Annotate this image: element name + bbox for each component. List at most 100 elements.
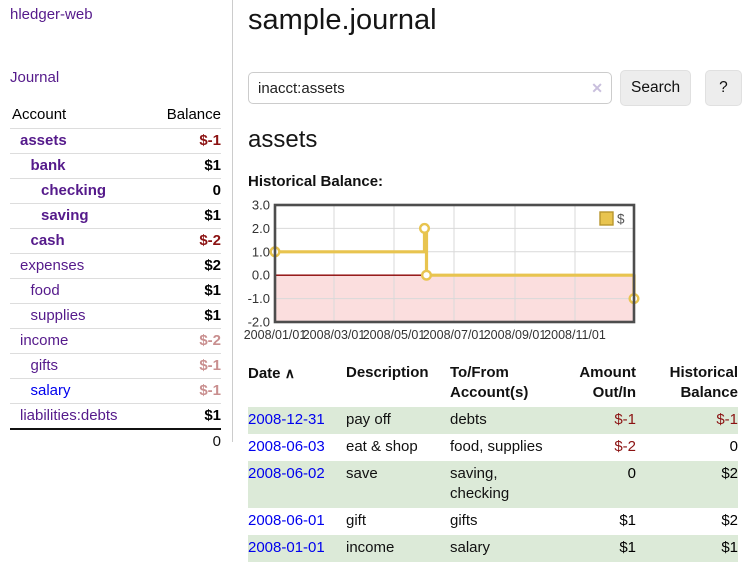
register-table: Date ∧ Description To/From Account(s) Am… [248,361,738,562]
legend-label: $ [617,212,625,227]
account-row: checking 0 [10,178,221,203]
transaction-date-link[interactable]: 2008-06-03 [248,438,325,455]
historical-balance-chart: $3.0 2.0 1.0 0.0 -1.0 -2.0 2008/01/01 2008/03/0… [244,198,646,351]
transaction-amount: $1 [619,539,636,556]
y-tick-label: 3.0 [252,198,270,213]
x-tick-label: 2008/07/01 [423,328,486,342]
account-link[interactable]: income [20,332,69,349]
account-row: food $1 [10,278,221,303]
x-tick-label: 2008/11/01 [544,328,606,342]
account-row: salary $-1 [10,378,221,403]
transaction-accounts: gifts [450,512,478,529]
transaction-date-cell: 2008-12-31 [248,407,346,434]
account-row: assets $-1 [10,128,221,153]
search-input[interactable] [248,72,612,104]
accounts-column-header: To/From Account(s) [450,364,529,401]
transaction-amount: 0 [627,465,636,482]
transaction-balance: $-1 [716,411,738,428]
description-column-header: Description [346,364,429,381]
transaction-date-cell: 2008-06-01 [248,508,346,535]
account-row: saving $1 [10,203,221,228]
register-row: 2008-06-02 save saving, checking 0 $2 [248,461,738,508]
account-row: bank $1 [10,153,221,178]
account-link[interactable]: expenses [20,257,85,274]
legend-swatch [599,211,614,226]
transaction-date-cell: 2008-06-02 [248,461,346,508]
y-tick-label: -1.0 [248,291,270,306]
x-tick-label: 2008/01/01 [244,328,307,342]
account-balance: $1 [204,307,221,324]
account-column-header: Account [12,106,67,123]
transaction-date-link[interactable]: 2008-06-02 [248,465,325,482]
account-balance: $-2 [199,232,221,249]
account-row: supplies $1 [10,303,221,328]
account-balance: 0 [212,182,221,199]
transaction-description: save [346,465,378,482]
search-button[interactable]: Search [620,70,692,106]
help-button[interactable]: ? [705,70,742,106]
plot-area-border [273,203,636,324]
account-title: assets [248,126,318,153]
register-header-row: Date ∧ Description To/From Account(s) Am… [248,361,738,407]
register-row: 2008-06-03 eat & shop food, supplies $-2 0 [248,434,738,461]
account-row: income $-2 [10,328,221,353]
balance-column-header: Historical Balance [669,364,738,401]
search-input-wrap: ✕ [248,72,612,104]
accounts-total-row: 0 [10,428,221,453]
account-link[interactable]: gifts [30,357,59,374]
account-link[interactable]: liabilities:debts [20,407,118,424]
amount-column-header: Amount Out/In [579,364,636,401]
page-title: sample.journal [248,4,437,36]
account-link[interactable]: saving [41,207,89,224]
account-link[interactable]: food [30,282,60,299]
clear-search-icon[interactable]: ✕ [591,80,603,96]
transaction-description: gift [346,512,367,529]
date-column-header: Date ∧ [248,361,346,407]
account-link[interactable]: checking [41,182,107,199]
series-marker [418,222,430,234]
account-balance: $-1 [199,382,221,399]
app-title-link[interactable]: hledger-web [10,6,93,23]
journal-link[interactable]: Journal [10,69,60,86]
account-balance: $-2 [199,332,221,349]
account-balance: $1 [204,282,221,299]
x-tick-label: 2008/09/01 [484,328,547,342]
sort-ascending-icon: ∧ [284,365,295,381]
account-link[interactable]: salary [30,382,71,399]
transaction-description: pay off [346,411,391,428]
account-row: liabilities:debts $1 [10,403,221,428]
account-link[interactable]: bank [30,157,66,174]
x-tick-label: 2008/03/01 [303,328,366,342]
transaction-accounts: saving, checking [450,465,510,502]
transaction-balance: $2 [721,512,738,529]
account-balance: $-1 [199,357,221,374]
register-row: 2008-01-01 income salary $1 $1 [248,535,738,562]
sidebar: hledger-web Journal Account Balance asse… [0,0,233,450]
accounts-total-value: 0 [212,433,221,450]
transaction-description: income [346,539,395,556]
transaction-balance: $1 [721,539,738,556]
y-tick-label: -2.0 [248,315,270,330]
y-tick-label: 1.0 [252,244,270,259]
transaction-accounts: food, supplies [450,438,543,455]
account-balance: $-1 [199,132,221,149]
search-form: ✕ Search ? [248,70,742,106]
account-link[interactable]: supplies [30,307,86,324]
transaction-date-cell: 2008-06-03 [248,434,346,461]
register-row: 2008-06-01 gift gifts $1 $2 [248,508,738,535]
transaction-accounts: debts [450,411,487,428]
transaction-amount: $-1 [614,411,636,428]
transaction-date-link[interactable]: 2008-01-01 [248,539,325,556]
account-link[interactable]: cash [30,232,65,249]
transaction-description: eat & shop [346,438,418,455]
transaction-date-cell: 2008-01-01 [248,535,346,562]
account-link[interactable]: assets [20,132,67,149]
accounts-table: Account Balance assets $-1 bank $1 checking 0… [10,103,221,453]
transaction-amount: $-2 [614,438,636,455]
transaction-date-link[interactable]: 2008-12-31 [248,411,325,428]
account-row: gifts $-1 [10,353,221,378]
account-balance: $1 [204,407,221,424]
series-marker [420,269,432,281]
transaction-accounts: salary [450,539,491,556]
transaction-date-link[interactable]: 2008-06-01 [248,512,325,529]
